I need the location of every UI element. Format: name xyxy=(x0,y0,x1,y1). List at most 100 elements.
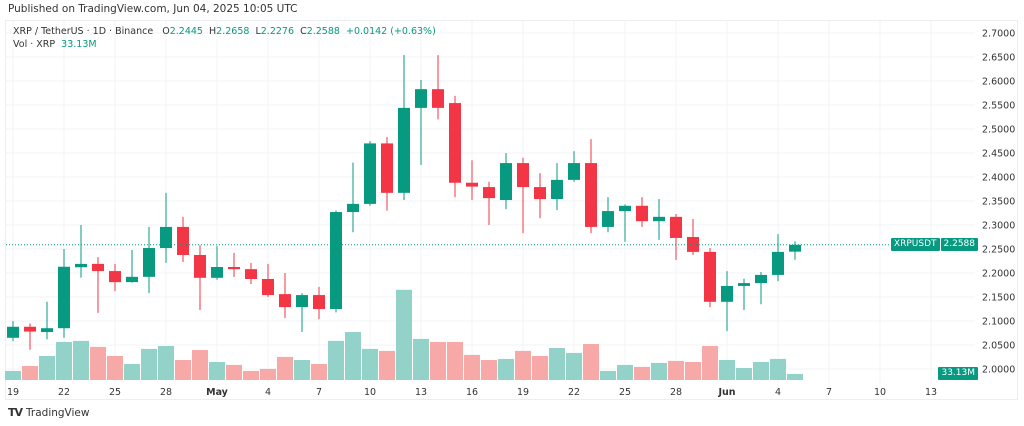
candle-body xyxy=(143,248,155,277)
candle-body xyxy=(75,263,87,268)
candle-body xyxy=(126,276,138,283)
y-tick-label: 2.6500 xyxy=(982,53,1015,64)
price-axis: 2.7000 2.6500 2.6000 2.5500 2.5000 2.4500 2.40… xyxy=(982,29,1015,376)
volume-bar xyxy=(481,360,497,380)
volume-bar xyxy=(22,366,38,380)
x-tick-label: May xyxy=(206,387,229,398)
open-label: O xyxy=(162,26,170,37)
x-tick-label: 13 xyxy=(925,387,937,398)
tradingview-logo-icon: TV xyxy=(8,406,23,419)
close-label: C xyxy=(300,26,307,37)
volume-bar xyxy=(651,362,667,380)
y-tick-label: 2.3000 xyxy=(982,221,1015,232)
y-tick-label: 2.4000 xyxy=(982,173,1015,184)
candle-body xyxy=(670,216,682,238)
volume-row: Vol · XRP 33.13M xyxy=(13,38,436,51)
candle-body xyxy=(636,205,648,222)
x-tick-label: 7 xyxy=(316,387,322,398)
candle-body xyxy=(704,251,716,302)
volume-value: 33.13M xyxy=(61,39,97,50)
volume-bar xyxy=(209,362,225,380)
volume-bar xyxy=(413,338,429,380)
x-tick-label: 10 xyxy=(874,387,886,398)
volume-bar xyxy=(617,364,633,380)
volume-bar xyxy=(736,368,752,380)
volume-bar xyxy=(243,370,259,380)
y-tick-label: 2.6000 xyxy=(982,77,1015,88)
volume-bar xyxy=(600,370,616,380)
volume-bar xyxy=(277,356,293,380)
ohlc-row: XRP / TetherUS · 1D · Binance O2.2445 H2… xyxy=(13,25,436,38)
candle-body xyxy=(160,226,172,249)
candle-body xyxy=(92,263,104,272)
y-tick-label: 2.0000 xyxy=(982,365,1015,376)
candle-body xyxy=(449,103,461,183)
volume-bar xyxy=(719,360,735,380)
volume-bar xyxy=(583,344,599,380)
candle-body xyxy=(296,295,308,308)
candle-body xyxy=(330,212,342,309)
candle-body xyxy=(772,251,784,275)
x-tick-label: 22 xyxy=(568,387,580,398)
volume-bar xyxy=(362,348,378,380)
volume-bar xyxy=(175,360,191,380)
volume-bar xyxy=(634,366,650,380)
volume-bar xyxy=(702,346,718,380)
x-tick-label: 7 xyxy=(826,387,832,398)
x-tick-label: 25 xyxy=(619,387,631,398)
volume-bar xyxy=(447,342,463,380)
candle-body xyxy=(483,187,495,199)
volume-bar xyxy=(56,342,72,380)
volume-bar xyxy=(260,368,276,380)
high-value: 2.2658 xyxy=(216,26,250,37)
volume-bar xyxy=(5,370,21,380)
y-tick-label: 2.5500 xyxy=(982,101,1015,112)
candle-body xyxy=(721,285,733,302)
candle-body xyxy=(364,143,376,204)
volume-tag: 33.13M xyxy=(938,367,978,380)
logo-text: TradingView xyxy=(26,406,90,419)
candle-body xyxy=(398,107,410,193)
volume-bar xyxy=(294,360,310,380)
candle-body xyxy=(109,271,121,283)
y-tick-label: 2.5000 xyxy=(982,125,1015,136)
x-tick-label: 10 xyxy=(364,387,376,398)
volume-bar xyxy=(124,364,140,380)
time-axis: 19 22 25 28 May 4 7 10 13 16 19 22 25 28 Jun 4 7 10 13 xyxy=(7,387,937,398)
candle-body xyxy=(755,274,767,284)
candle-body xyxy=(534,187,546,200)
y-tick-label: 2.2000 xyxy=(982,269,1015,280)
volume-bar xyxy=(141,348,157,380)
candle-body xyxy=(313,295,325,309)
candle-body xyxy=(585,163,597,227)
x-tick-label: 25 xyxy=(109,387,121,398)
x-tick-label: 4 xyxy=(265,387,271,398)
tradingview-logo[interactable]: TV TradingView xyxy=(8,406,89,419)
y-tick-label: 2.2500 xyxy=(982,245,1015,256)
y-tick-label: 2.3500 xyxy=(982,197,1015,208)
candle-body xyxy=(551,179,563,200)
x-tick-label: 28 xyxy=(160,387,172,398)
open-value: 2.2445 xyxy=(169,26,203,37)
volume-bar xyxy=(396,289,412,380)
candle-body xyxy=(432,89,444,108)
volume-bar xyxy=(498,358,514,380)
candle-body xyxy=(466,182,478,187)
volume-bar xyxy=(39,356,55,380)
price-tag-value: 2.2588 xyxy=(940,238,978,252)
candle-body xyxy=(279,294,291,308)
candle-body xyxy=(41,328,53,333)
candle-body xyxy=(194,255,206,278)
y-tick-label: 2.1000 xyxy=(982,317,1015,328)
volume-bar xyxy=(566,352,582,380)
volume-bar xyxy=(345,332,361,380)
volume-bar xyxy=(685,362,701,380)
change-value: +0.0142 (+0.63%) xyxy=(346,26,436,37)
x-tick-label: 22 xyxy=(58,387,70,398)
low-value: 2.2276 xyxy=(260,26,295,37)
candle-body xyxy=(228,267,240,270)
candle-body xyxy=(602,211,614,227)
candles xyxy=(7,55,801,350)
chart-frame xyxy=(5,20,1018,400)
